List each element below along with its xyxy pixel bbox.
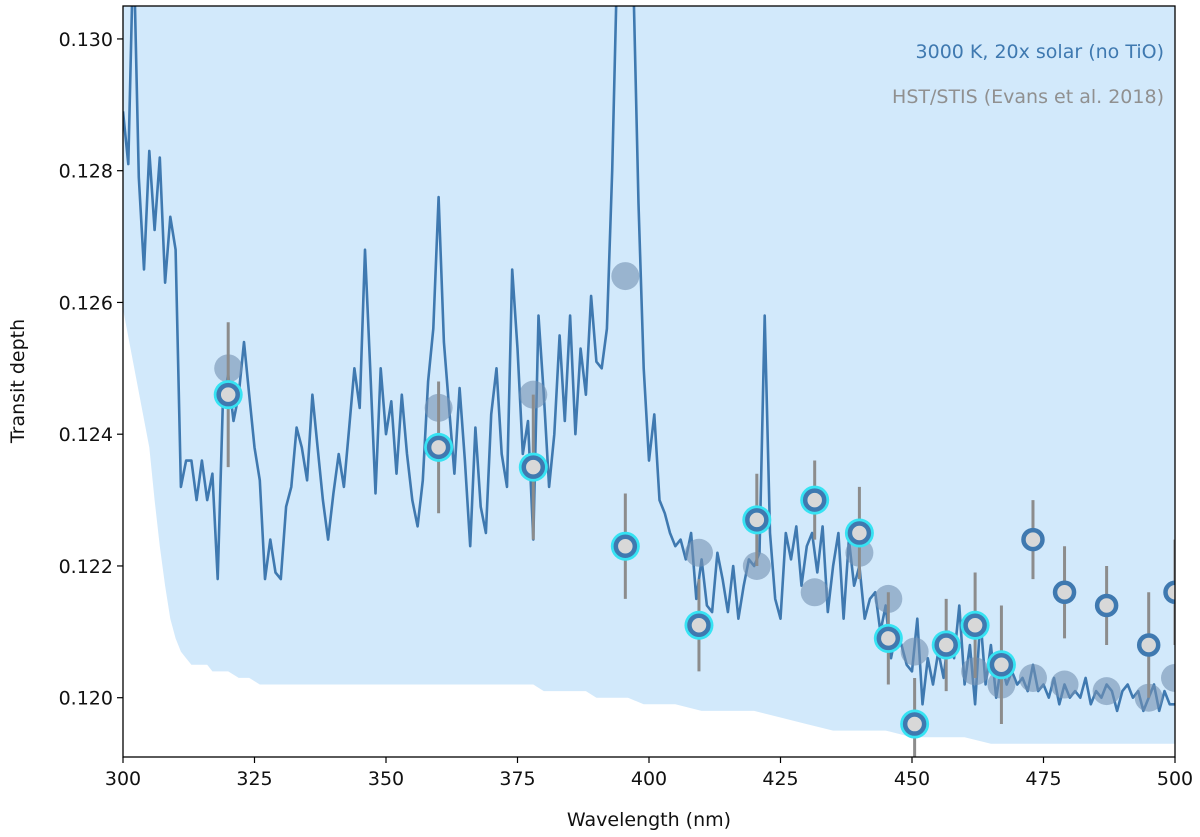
observation-point [521,455,546,479]
observation-point [934,633,958,657]
x-tick-label: 450 [894,768,930,790]
x-tick-label: 350 [368,768,404,790]
y-tick-label: 0.128 [59,161,113,183]
y-tick-label: 0.122 [59,556,113,578]
observation-point [802,488,827,512]
x-tick-label: 475 [1025,768,1061,790]
x-axis: 300 325 350 375 400 425 450 475 500 [105,757,1193,790]
y-tick-label: 0.130 [59,29,113,51]
binned-model-point [1161,663,1175,692]
y-tick-label: 0.126 [59,292,113,314]
y-axis-label: Transit depth [7,319,29,444]
plot-area [123,6,1175,757]
x-tick-label: 375 [499,768,535,790]
observation-point [426,435,451,460]
observation-point [1163,580,1175,605]
binned-model-point [1050,670,1079,699]
x-axis-label: Wavelength (nm) [567,809,731,831]
observation-point [613,534,638,558]
observation-point [902,712,927,736]
legend: 3000 K, 20x solar (no TiO) HST/STIS (Eva… [892,41,1164,108]
observation-point [1052,580,1077,605]
binned-model-point [900,637,929,666]
observation-point [687,613,711,637]
observation-point [989,653,1014,677]
x-tick-label: 425 [762,768,798,790]
legend-entry-model: 3000 K, 20x solar (no TiO) [916,41,1164,63]
binned-model-point [1018,663,1047,692]
y-tick-label: 0.120 [59,688,113,710]
legend-entry-observations: HST/STIS (Evans et al. 2018) [892,86,1164,108]
x-tick-label: 500 [1157,768,1193,790]
binned-model-point [800,578,829,607]
binned-model-point [611,262,640,291]
observation-point [847,521,872,545]
observation-point [876,626,901,651]
observation-point [745,508,769,532]
binned-model-point [684,538,713,567]
y-axis: 0.120 0.122 0.124 0.126 0.128 0.130 [59,29,123,710]
y-tick-label: 0.124 [59,424,113,446]
observation-point [1094,593,1119,618]
x-tick-label: 325 [236,768,272,790]
observation-point [216,382,240,407]
x-tick-label: 300 [105,768,141,790]
x-tick-label: 400 [631,768,667,790]
binned-model-point [1092,677,1121,706]
observation-point [1021,527,1045,552]
model-band [123,6,1175,744]
binned-model-points [214,262,1175,712]
observation-points [213,322,1175,757]
observation-point [963,613,987,637]
observation-point [1136,633,1161,657]
